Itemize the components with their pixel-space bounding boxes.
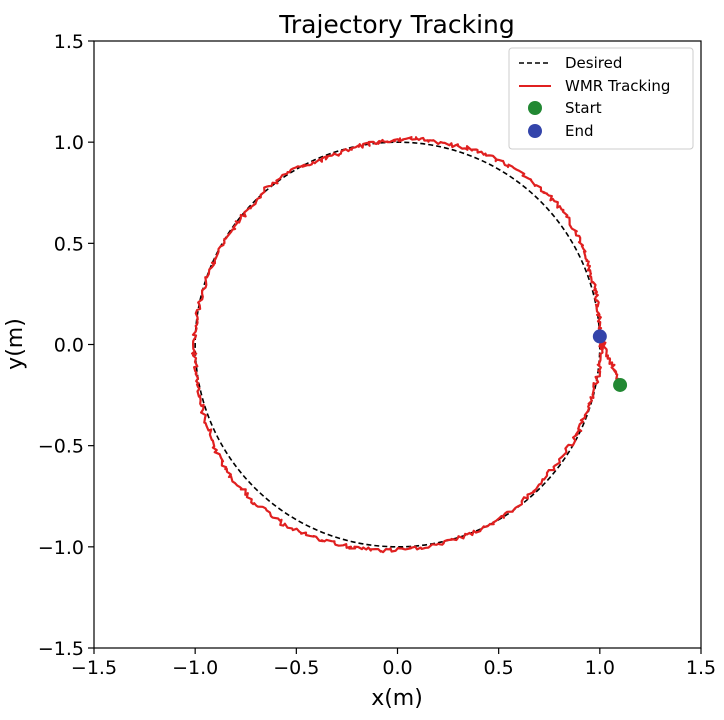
- y-axis-label: y(m): [3, 318, 28, 370]
- x-tick-label: −1.0: [172, 657, 218, 679]
- x-axis-label: x(m): [371, 686, 423, 711]
- y-tick-label: 1.0: [54, 132, 84, 154]
- x-tick-label: 1.0: [585, 657, 615, 679]
- y-tick-label: −1.0: [38, 537, 84, 559]
- y-axis: −1.5 −1.0 −0.5 0.0 0.5 1.0 1.5: [38, 31, 94, 660]
- x-tick-label: −0.5: [273, 657, 319, 679]
- y-tick-label: 0.0: [54, 335, 84, 357]
- chart-title: Trajectory Tracking: [278, 10, 514, 39]
- x-axis: −1.5 −1.0 −0.5 0.0 0.5 1.0 1.5: [71, 648, 716, 679]
- x-tick-label: 0.5: [484, 657, 514, 679]
- plot-area: [191, 136, 628, 554]
- start-point: [613, 377, 628, 392]
- y-tick-label: −0.5: [38, 436, 84, 458]
- legend: Desired WMR Tracking Start End: [508, 47, 694, 150]
- y-tick-label: 1.5: [54, 31, 84, 53]
- x-tick-label: 0.0: [382, 657, 412, 679]
- legend-label-desired: Desired: [565, 54, 622, 72]
- wmr-tracking-line: [191, 136, 621, 554]
- legend-label-tracking: WMR Tracking: [565, 77, 670, 95]
- y-tick-label: 0.5: [54, 233, 84, 255]
- legend-label-start: Start: [565, 99, 602, 117]
- legend-swatch-end: [528, 124, 542, 138]
- y-tick-label: −1.5: [38, 638, 84, 660]
- legend-label-end: End: [565, 122, 594, 140]
- end-point: [592, 329, 607, 344]
- x-tick-label: 1.5: [686, 657, 716, 679]
- legend-swatch-start: [528, 101, 542, 115]
- legend-box: [508, 47, 694, 150]
- x-tick-label: −1.5: [71, 657, 117, 679]
